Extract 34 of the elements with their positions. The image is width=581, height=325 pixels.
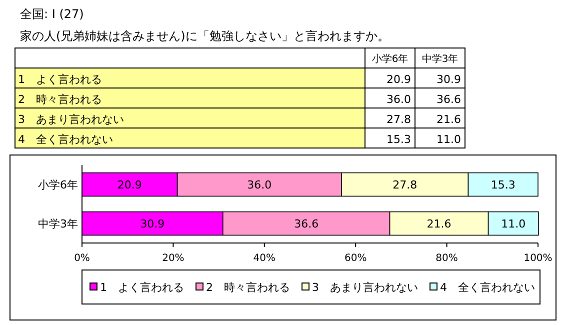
- x-tick-label: 40%: [253, 253, 276, 264]
- x-tick-label: 100%: [524, 253, 552, 264]
- text: 11.0: [436, 133, 461, 146]
- data-label: 36.6: [294, 218, 319, 230]
- x-tick-label: 0%: [74, 253, 90, 264]
- data-label: 15.3: [490, 178, 516, 192]
- text: 20.9: [386, 73, 411, 86]
- legend-label: 2 時々言われる: [206, 281, 290, 294]
- data-label: 20.9: [117, 178, 142, 192]
- text: 36.6: [436, 93, 461, 106]
- chart-subtitle: 家の人(兄弟姉妹は含みません)に「勉強しなさい」と言われますか。: [20, 29, 390, 43]
- data-label: 21.6: [426, 218, 452, 230]
- text: 1 よく言われる: [18, 73, 102, 86]
- legend-label: 1 よく言われる: [100, 281, 184, 294]
- category-label: 中学3年: [422, 54, 458, 65]
- text: 21.6: [436, 113, 461, 126]
- legend-label: 4 全く言われない: [440, 281, 535, 294]
- text: 36.0: [386, 93, 411, 106]
- text: 3 あまり言われない: [18, 113, 124, 126]
- text: 15.3: [386, 133, 411, 146]
- text: 4 全く言われない: [18, 133, 113, 146]
- chart-title: 全国: I (27): [20, 7, 84, 21]
- data-label: 27.8: [392, 178, 418, 192]
- data-label: 30.9: [140, 218, 165, 230]
- legend-label: 3 あまり言われない: [312, 281, 418, 294]
- data-label: 11.0: [501, 218, 526, 230]
- text: 2 時々言われる: [18, 93, 102, 106]
- x-tick-label: 20%: [162, 253, 184, 264]
- x-tick-label: 60%: [344, 253, 367, 264]
- text: 30.9: [436, 73, 461, 86]
- data-label: 36.0: [247, 178, 272, 192]
- x-tick-label: 80%: [436, 253, 458, 264]
- text: 27.8: [386, 113, 411, 126]
- category-label: 小学6年: [372, 54, 408, 65]
